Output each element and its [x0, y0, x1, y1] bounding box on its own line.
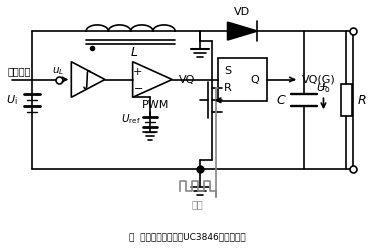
Text: $u_L$: $u_L$ — [51, 65, 64, 76]
Text: 时钟: 时钟 — [192, 199, 204, 209]
Text: $U_{\rm i}$: $U_{\rm i}$ — [6, 93, 18, 107]
Text: +: + — [318, 82, 328, 92]
Text: 电感电压: 电感电压 — [7, 66, 30, 77]
Text: VD: VD — [234, 7, 250, 17]
Text: $C$: $C$ — [276, 94, 287, 107]
Text: $U_{\rm o}$: $U_{\rm o}$ — [316, 81, 331, 95]
Text: $U_{\rm ref}$: $U_{\rm ref}$ — [121, 112, 141, 126]
Text: $L$: $L$ — [130, 46, 139, 59]
Text: PWM: PWM — [142, 100, 169, 110]
Text: $R$: $R$ — [357, 94, 367, 107]
Text: Q: Q — [251, 74, 260, 84]
Text: 图  间接电流型控制的UC3846电路原理图: 图 间接电流型控制的UC3846电路原理图 — [129, 233, 245, 242]
Text: $-$: $-$ — [132, 82, 142, 92]
Text: +: + — [133, 66, 142, 77]
Text: S: S — [224, 65, 231, 76]
Text: VQ(G): VQ(G) — [302, 74, 336, 84]
Polygon shape — [228, 22, 257, 40]
Text: VQ: VQ — [178, 75, 195, 85]
Text: R: R — [224, 83, 231, 93]
Bar — [217, 58, 267, 101]
Bar — [341, 84, 352, 116]
Text: $\int$: $\int$ — [81, 68, 92, 91]
